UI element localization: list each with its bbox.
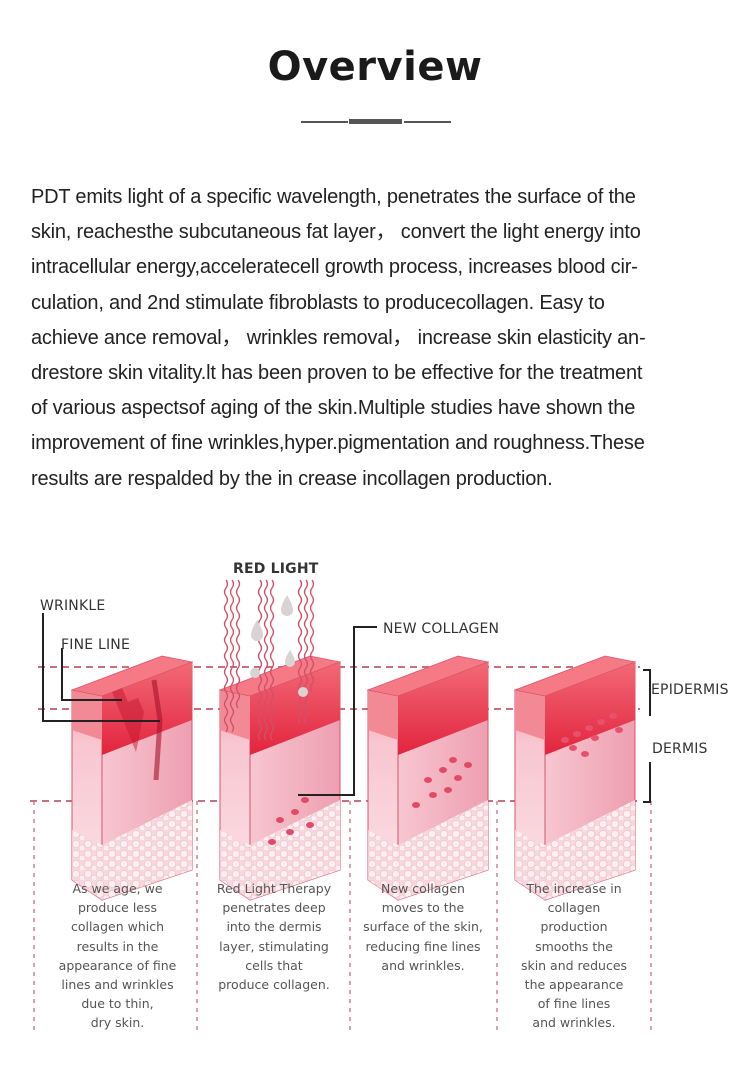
caption-line: reducing fine lines: [365, 938, 481, 954]
caption-line: collagen which: [70, 919, 165, 935]
caption-panel-smooth: The increase in collagen production smoo…: [500, 879, 648, 1033]
leader-lines: [42, 613, 651, 803]
caption-line: and wrinkles.: [532, 1015, 616, 1031]
caption-line: collagen: [547, 900, 601, 916]
caption-line: lines and wrinkles: [61, 977, 174, 993]
panel-separators: [33, 801, 652, 1032]
caption-line: produce collagen.: [218, 977, 330, 993]
caption-line: into the dermis: [226, 919, 322, 935]
overview-line: culation, and 2nd stimulate fibroblasts …: [31, 291, 605, 314]
label-wrinkle: WRINKLE: [40, 598, 106, 614]
overview-line: intracellular energy,acceleratecell grow…: [31, 256, 638, 279]
caption-line: dry skin.: [90, 1015, 145, 1031]
skin-layers-illustration: [30, 579, 652, 1032]
label-fine-line: FINE LINE: [61, 637, 130, 653]
skin-block-red-light: [219, 655, 341, 901]
caption-line: skin and reduces: [520, 957, 628, 973]
caption-panel-new-collagen: New collagen moves to the surface of the…: [350, 879, 496, 975]
caption-line: layer, stimulating: [219, 938, 329, 954]
caption-line: due to thin,: [81, 996, 154, 1012]
red-light-waves: [223, 579, 315, 741]
caption-panel-aging: As we age, we produce less collagen whic…: [40, 879, 195, 1033]
caption-line: New collagen: [381, 881, 465, 896]
caption-line: and wrinkles.: [381, 957, 465, 973]
divider-left-line: [301, 121, 348, 123]
skin-block-smooth: [514, 655, 636, 901]
overview-line: drestore skin vitality.lt has been prove…: [31, 362, 643, 385]
caption-line: results in the: [76, 938, 159, 954]
overview-line: of various aspectsof aging of the skin.M…: [31, 397, 636, 420]
caption-line: appearance of fine: [58, 957, 177, 973]
title-divider: [301, 119, 451, 125]
overview-line: achieve ance removal， wrinkles removal， …: [31, 326, 646, 349]
caption-line: penetrates deep: [222, 900, 326, 916]
caption-line: smooths the: [535, 938, 613, 954]
caption-line: cells that: [245, 957, 303, 973]
caption-line: production: [540, 919, 608, 935]
overview-paragraph: PDT emits light of a specific wavelength…: [31, 180, 725, 497]
skin-block-new-collagen: [367, 655, 489, 901]
skin-diagram: RED LIGHT WRINKLE FINE LINE NEW COLLAGEN…: [0, 540, 750, 1092]
caption-line: As we age, we: [72, 881, 163, 896]
label-new-collagen: NEW COLLAGEN: [383, 621, 500, 637]
skin-block-aging: [71, 655, 193, 901]
caption-line: produce less: [77, 900, 158, 916]
page-title: Overview: [267, 44, 483, 90]
caption-panel-red-light: Red Light Therapy penetrates deep into t…: [199, 879, 349, 994]
droplet-icons: [250, 595, 308, 697]
overview-line: skin, reachesthe subcutaneous fat layer，…: [31, 221, 641, 244]
overview-line: results are respalded by the in crease i…: [31, 467, 553, 490]
caption-line: of fine lines: [537, 996, 611, 1012]
caption-line: The increase in: [526, 881, 622, 896]
caption-line: the appearance: [524, 977, 624, 993]
label-dermis: DERMIS: [652, 741, 708, 757]
label-epidermis: EPIDERMIS: [651, 682, 729, 698]
overview-line: PDT emits light of a specific wavelength…: [31, 186, 636, 208]
overview-line: improvement of fine wrinkles,hyper.pigme…: [31, 432, 645, 455]
divider-center-bar: [349, 119, 402, 124]
caption-line: moves to the: [381, 900, 465, 916]
divider-right-line: [404, 121, 451, 123]
caption-line: surface of the skin,: [363, 919, 483, 935]
caption-line: Red Light Therapy: [216, 881, 332, 896]
label-red-light: RED LIGHT: [233, 561, 319, 577]
